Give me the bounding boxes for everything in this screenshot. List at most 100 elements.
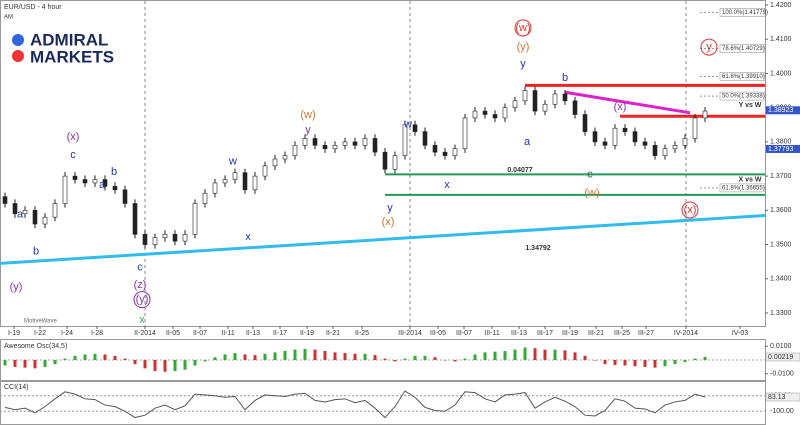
y-tick-label: -100.00 [770, 408, 794, 415]
ao-bar [233, 353, 237, 360]
wave-label: (y) [10, 281, 23, 293]
fib-label: 78.6%(1.40729) [722, 46, 765, 52]
x-tick-label: II-21 [326, 330, 340, 337]
ao-bar [213, 357, 217, 360]
wave-label: w [403, 119, 412, 131]
ao-bar [13, 360, 17, 367]
cci-line [4, 390, 706, 419]
fib-label: 61.8%(1.36655) [722, 185, 765, 191]
ao-bar [393, 360, 397, 362]
price-tag-label: 1.37793 [768, 146, 793, 153]
price-tag [766, 144, 800, 153]
candle-body [212, 182, 218, 194]
ao-bar [443, 360, 447, 361]
wave-label: a [524, 136, 531, 148]
candle-body [172, 233, 178, 242]
trend-line [564, 90, 691, 115]
title: EUR/USD - 4 hour [4, 4, 62, 11]
candle-body [122, 189, 128, 204]
candle-body [322, 145, 328, 150]
candle-body [42, 216, 48, 225]
ao-bar [463, 358, 467, 360]
ao-bar [113, 355, 117, 360]
ao-bar [683, 360, 687, 363]
ao-bar [643, 360, 647, 367]
ao-bar [293, 349, 297, 360]
candle-body [642, 141, 648, 146]
fib-box [719, 8, 766, 17]
ao-bar [673, 360, 677, 365]
ao-bar [303, 348, 307, 360]
ao-bar [593, 360, 597, 361]
candle-body [342, 141, 348, 146]
ao-bar [423, 355, 427, 360]
wave-circle [133, 291, 151, 309]
x-tick-label: III-13 [511, 330, 527, 337]
ao-bar [173, 360, 177, 372]
logo-text: ADMIRAL [30, 30, 108, 49]
wave-circle [681, 201, 699, 219]
y-tick-label: 1.4000 [770, 70, 792, 77]
main-frame [0, 0, 766, 327]
candle-body [82, 179, 88, 184]
candle-body [112, 186, 118, 191]
wave-label: (z) [134, 279, 147, 291]
wave-label: (w) [584, 187, 599, 199]
candle-body [222, 179, 228, 184]
candle-body [502, 107, 508, 119]
wave-label: (x) [67, 131, 80, 143]
wave-label: b [33, 246, 39, 258]
ao-bar [573, 352, 577, 360]
ao-bar [433, 357, 437, 360]
value-tag [765, 352, 800, 362]
x-tick-label: II-19 [300, 330, 314, 337]
candle-body [552, 93, 558, 105]
fib-box [719, 44, 766, 53]
candle-body [382, 151, 388, 170]
ao-bar [163, 360, 167, 372]
candle-body [232, 172, 238, 180]
candle-body [22, 210, 28, 215]
trend-line [0, 213, 766, 265]
x-tick-label: II-25 [355, 330, 369, 337]
candle-body [422, 131, 428, 146]
candle-body [52, 203, 58, 218]
ao-bar [103, 354, 107, 360]
fib-label: 61.8%(1.39910) [722, 74, 765, 80]
candle-body [162, 233, 168, 239]
candle-body [632, 131, 638, 143]
ao-bar [243, 354, 247, 360]
candle-body [332, 145, 338, 150]
ao-bar [183, 360, 187, 370]
candle-body [492, 114, 498, 119]
wave-label: (x) [614, 101, 627, 113]
candle-body [272, 158, 278, 167]
ao-bar [653, 360, 657, 368]
candle-body [582, 114, 588, 132]
ao-bar [333, 352, 337, 360]
candle-body [412, 124, 418, 132]
value-tag [765, 392, 800, 402]
fib-box [719, 72, 766, 81]
candle-body [352, 141, 358, 146]
ao-bar [503, 351, 507, 360]
candle-body [192, 203, 198, 235]
ao-bar [613, 360, 617, 365]
x-tick-label: I-19 [8, 330, 20, 337]
ao-bar [553, 349, 557, 360]
candle-body [622, 127, 628, 132]
x-tick-label: II-13 [246, 330, 260, 337]
ao-bar [383, 358, 387, 360]
logo-dot [12, 50, 24, 62]
candle-body [612, 127, 618, 146]
candle-body [62, 175, 68, 204]
candle-body [392, 155, 398, 170]
candle-body [482, 110, 488, 115]
ao-bar [73, 355, 77, 360]
ao-bar [143, 360, 147, 369]
ao-bar [483, 352, 487, 360]
candle-body [152, 237, 158, 245]
annotation: X vs W [739, 177, 762, 184]
y-tick-label: 1.3500 [770, 241, 792, 248]
ao-bar [603, 360, 607, 365]
